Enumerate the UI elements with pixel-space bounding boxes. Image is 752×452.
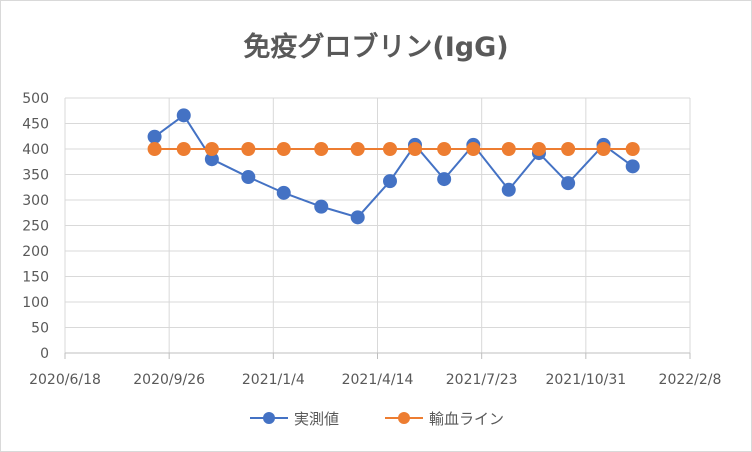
data-point [314,142,329,156]
data-point [276,185,291,200]
x-tick-label: 2020/6/18 [29,372,101,388]
data-point [501,142,516,156]
y-tick-label: 200 [22,244,49,260]
x-tick-label: 2022/2/8 [659,372,722,388]
series-1 [147,142,640,156]
data-point [383,174,397,189]
x-tick-label: 2021/7/23 [446,372,518,388]
data-point [437,172,452,187]
y-tick-label: 150 [22,270,49,286]
data-point [350,210,365,225]
x-tick-label: 2020/9/26 [133,372,205,388]
data-point [241,142,256,156]
series-line [153,113,634,219]
data-point [176,142,191,156]
data-point [147,129,162,144]
data-point [176,108,191,123]
data-point [350,142,365,156]
data-point [276,142,291,156]
data-point [383,142,397,156]
legend-label: 実測値 [294,410,339,428]
x-tick-label: 2021/10/31 [545,372,626,388]
data-point [625,159,640,174]
data-point [408,142,422,156]
y-tick-label: 300 [22,193,49,209]
data-point [204,142,219,156]
data-point [437,142,452,156]
y-tick-label: 450 [22,117,49,133]
data-point [561,142,576,156]
data-point [204,152,219,167]
data-point [466,142,481,156]
data-point [596,142,611,156]
y-tick-label: 350 [22,168,49,184]
data-point [314,199,329,214]
data-point [147,142,162,156]
y-tick-label: 100 [22,295,49,311]
y-tick-label: 400 [22,142,49,158]
data-point [561,176,576,191]
data-point [531,142,546,156]
y-tick-label: 0 [40,346,49,362]
data-point [625,142,640,156]
data-point [501,182,516,197]
data-point [241,170,256,185]
y-tick-label: 250 [22,219,49,235]
legend-marker [263,412,275,424]
y-tick-label: 500 [22,91,49,107]
y-tick-label: 50 [31,321,49,337]
x-tick-label: 2021/4/14 [342,372,414,388]
chart-title: 免疫グロブリン(IgG) [243,31,508,63]
x-tick-label: 2021/1/4 [242,372,305,388]
legend-label: 輸血ライン [429,410,504,428]
legend-marker [398,412,410,424]
